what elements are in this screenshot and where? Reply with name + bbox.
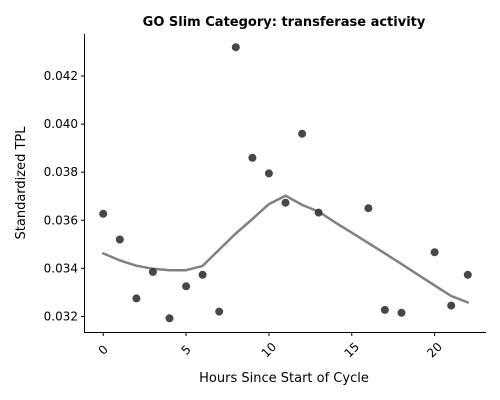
data-point — [281, 198, 290, 207]
data-point — [248, 153, 257, 162]
y-axis-label: Standardized TPL — [14, 126, 29, 240]
data-point — [364, 204, 373, 213]
points-layer — [99, 43, 472, 323]
trend-layer — [101, 194, 470, 304]
y-tick-label: 0.042 — [44, 69, 78, 83]
y-ticks: 0.032 0.034 0.036 0.038 0.040 0.042 — [44, 69, 85, 323]
x-tick-label: 0 — [96, 342, 111, 357]
trend-line — [101, 194, 470, 304]
data-point — [397, 308, 406, 317]
x-tick-label: 5 — [178, 342, 193, 357]
x-tick-label: 10 — [259, 340, 280, 361]
chart-title: GO Slim Category: transferase activity — [143, 15, 426, 30]
data-point — [430, 248, 439, 257]
x-axis-label: Hours Since Start of Cycle — [199, 371, 369, 386]
data-point — [215, 307, 224, 316]
data-point — [198, 270, 207, 279]
data-point — [380, 305, 389, 314]
data-point — [231, 43, 240, 52]
data-point — [298, 129, 307, 138]
x-tick-label: 20 — [424, 340, 445, 361]
data-point — [463, 270, 472, 279]
data-point — [165, 314, 174, 323]
data-point — [132, 294, 141, 303]
x-ticks: 0 5 10 15 20 — [96, 332, 445, 360]
data-point — [115, 235, 124, 244]
y-tick-label: 0.038 — [44, 165, 78, 179]
x-tick-label: 15 — [341, 340, 362, 361]
data-point — [264, 169, 273, 178]
data-point — [447, 301, 456, 310]
data-point — [99, 209, 108, 218]
y-tick-label: 0.040 — [44, 117, 78, 131]
y-tick-label: 0.034 — [44, 261, 78, 275]
data-point — [148, 267, 157, 276]
y-tick-label: 0.032 — [44, 309, 78, 323]
data-point — [182, 282, 191, 291]
data-point — [314, 208, 323, 217]
y-tick-label: 0.036 — [44, 213, 78, 227]
